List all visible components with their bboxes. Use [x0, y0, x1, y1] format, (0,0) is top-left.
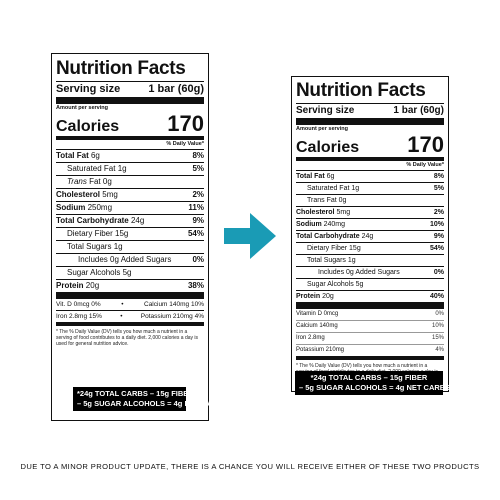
nutrient-row: Total Sugars 1g [296, 254, 444, 266]
nutrient-row: Includes 0g Added Sugars 0% [296, 266, 444, 278]
daily-value-header: % Daily Value* [406, 162, 444, 168]
nutrient-row: Sugar Alcohols 5g [296, 278, 444, 290]
net-carbs-line: *24g TOTAL CARBS – 15g FIBER [310, 373, 428, 382]
serving-size-value: 1 bar (60g) [148, 83, 204, 95]
nutrient-row: Total Fat 6g 8% [56, 149, 204, 160]
nutrient-row: Total Fat 6g 8% [296, 170, 444, 182]
calories-row: Calories 170 [56, 113, 204, 136]
nutrition-label-old: Nutrition Facts Serving size 1 bar (60g)… [51, 53, 209, 421]
amount-per-serving: Amount per serving [56, 105, 108, 111]
amount-per-serving: Amount per serving [296, 126, 348, 132]
vitamin-row: Iron 2.8mg 15% [296, 332, 444, 344]
vitamin-row: Calcium 140mg 10% [296, 320, 444, 332]
calories-label: Calories [56, 118, 120, 135]
net-carbs-box: *24g TOTAL CARBS – 15g FIBER – 5g SUGAR … [295, 371, 451, 395]
divider [296, 356, 444, 360]
serving-size-value: 1 bar (60g) [393, 105, 444, 116]
nutrient-row: Total Carbohydrate 24g 9% [56, 214, 204, 225]
net-carbs-line: – 5g SUGAR ALCOHOLS = 4g NET CARBS [299, 383, 451, 392]
right-arrow-icon [224, 213, 276, 259]
nutrition-label-new: Nutrition Facts Serving size 1 bar (60g)… [291, 76, 449, 392]
divider [296, 302, 444, 309]
nutrient-row: Sugar Alcohols 5g [56, 266, 204, 279]
product-update-notice: DUE TO A MINOR PRODUCT UPDATE, THERE IS … [20, 462, 480, 471]
nutrient-row: Total Sugars 1g [56, 240, 204, 253]
nutrient-row: Cholesterol 5mg 2% [296, 206, 444, 218]
nutrient-row: Saturated Fat 1g 5% [56, 162, 204, 175]
daily-value-header: % Daily Value* [166, 141, 204, 147]
divider [56, 292, 204, 299]
nutrient-row: Dietary Fiber 15g 54% [56, 227, 204, 240]
calories-row: Calories 170 [296, 134, 444, 157]
vitamin-row: Iron 2.8mg 15% • Potassium 210mg 4% [56, 310, 204, 322]
vitamin-row: Vit. D 0mcg 0% • Calcium 140mg 10% [56, 301, 204, 308]
label-title: Nutrition Facts [56, 58, 186, 79]
divider [296, 118, 444, 125]
nutrient-row: Total Carbohydrate 24g 9% [296, 230, 444, 242]
serving-size-label: Serving size [296, 105, 355, 116]
nutrient-row: Cholesterol 5mg 2% [56, 188, 204, 199]
label-title: Nutrition Facts [296, 80, 426, 101]
net-carbs-line: *24g TOTAL CARBS – 15g FIBER [77, 389, 194, 398]
serving-size-row: Serving size 1 bar (60g) [56, 82, 204, 97]
serving-size-row: Serving size 1 bar (60g) [296, 104, 444, 118]
serving-size-label: Serving size [56, 83, 121, 95]
divider [56, 97, 204, 104]
vitamin-row: Potassium 210mg 4% [296, 344, 444, 356]
nutrient-row: Protein 20g 40% [296, 290, 444, 302]
vitamin-row: Vitamin D 0mcg 0% [296, 311, 444, 317]
divider [56, 322, 204, 326]
calories-value: 170 [407, 132, 444, 157]
nutrient-row: Dietary Fiber 15g 54% [296, 242, 444, 254]
footnote: * The % Daily Value (DV) tells you how m… [56, 329, 199, 347]
nutrient-row: Trans Fat 0g [296, 194, 444, 206]
divider [56, 81, 204, 82]
calories-label: Calories [296, 139, 360, 156]
divider [56, 136, 204, 140]
nutrient-row: Protein 20g 38% [56, 279, 204, 290]
calories-value: 170 [167, 111, 204, 136]
nutrient-row: Saturated Fat 1g 5% [296, 182, 444, 194]
nutrient-row: Includes 0g Added Sugars 0% [56, 253, 204, 266]
divider [296, 103, 444, 104]
divider [296, 157, 444, 161]
nutrient-row: Trans Fat 0g [56, 175, 204, 188]
nutrient-row: Sodium 240mg 10% [296, 218, 444, 230]
net-carbs-box: *24g TOTAL CARBS – 15g FIBER – 5g SUGAR … [73, 387, 229, 411]
nutrient-row: Sodium 250mg 11% [56, 201, 204, 212]
net-carbs-line: – 5g SUGAR ALCOHOLS = 4g NET CARBS [77, 399, 229, 408]
